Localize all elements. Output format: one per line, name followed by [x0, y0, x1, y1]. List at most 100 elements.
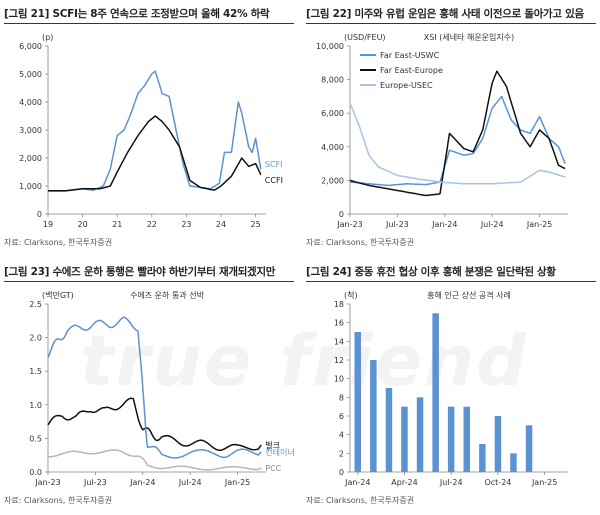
bar-jan-24 [354, 332, 361, 472]
x-tick-label: 20 [78, 220, 88, 229]
x-tick-label: 23 [181, 220, 191, 229]
bar-jul-24 [447, 406, 455, 472]
y-tick-label: 2.5 [29, 300, 42, 309]
y-tick-label: 10,000 [316, 42, 344, 51]
y-tick-label: 6,000 [321, 109, 344, 118]
title-rule [306, 23, 596, 24]
bar-aug-24 [463, 406, 470, 472]
x-tick-label: Jan-24 [129, 478, 155, 487]
series-line-1 [349, 70, 566, 197]
y-tick-label: 1.5 [29, 367, 42, 376]
y-tick-label: 2 [339, 449, 344, 458]
series-line-2 [349, 102, 566, 185]
y-tick-label: 0 [339, 210, 344, 219]
chart-panel-4: [그림 24] 중동 휴전 협상 이후 홍해 분쟁은 일단락된 상황 (척) 홍해… [306, 258, 596, 515]
chart-panel-1: [그림 21] SCFI는 8주 연속으로 조정받으며 올해 42% 하락 (p… [4, 0, 294, 257]
y-tick-label: 16 [334, 319, 344, 328]
y-tick-label: 4,000 [19, 98, 42, 107]
x-tick-label: Jan-24 [344, 478, 370, 487]
bar-apr-24 [401, 406, 408, 472]
x-tick-label: 19 [43, 220, 53, 229]
x-tick-label: Jan-23 [336, 220, 362, 229]
legend-label: Far East-USWC [380, 51, 440, 60]
series-line-2 [48, 449, 262, 471]
chart-panel-2: [그림 22] 미주와 유럽 운임은 홍해 사태 이전으로 돌아가고 있음 (U… [306, 0, 596, 257]
chart-title: [그림 23] 수에즈 운하 통행은 빨라야 하반기부터 재개되겠지만 [4, 266, 276, 278]
y-tick-label: 6,000 [19, 42, 42, 51]
y-tick-label: 2,000 [19, 154, 42, 163]
series-line-0 [47, 397, 262, 451]
series-end-label: 벌크 [265, 440, 280, 450]
chart-subtitle: XSI (세네타 해운운임지수) [424, 32, 515, 42]
series-end-label: SCFI [265, 160, 283, 169]
x-tick-label: Jul-23 [385, 220, 409, 229]
y-tick-label: 0 [339, 468, 344, 477]
x-tick-label: Jan-25 [531, 478, 557, 487]
x-tick-label: Jul-23 [83, 478, 107, 487]
series-line-1 [47, 316, 262, 459]
x-tick-label: Jan-24 [431, 220, 457, 229]
bar-dec-24 [525, 425, 533, 472]
x-tick-label: Jan-25 [526, 220, 552, 229]
chart-svg-suez: (백만GT) 수에즈 운하 통과 선박 0.0 0.5 1.0 1.5 2.0 2.5 Jan-… [29, 290, 294, 487]
x-tick-label: Jul-24 [480, 220, 504, 229]
y-tick-label: 14 [334, 337, 344, 346]
series-line-0 [349, 95, 566, 187]
bar-may-24 [416, 397, 424, 472]
x-tick-label: 21 [112, 220, 122, 229]
y-tick-label: 1,000 [19, 182, 42, 191]
chart-title: [그림 24] 중동 휴전 협상 이후 홍해 분쟁은 일단락된 상황 [306, 266, 556, 278]
y-tick-label: 8 [339, 393, 344, 402]
series-end-label: PCC [265, 464, 281, 473]
legend-label: Far East-Europe [380, 66, 443, 75]
bar-nov-24 [510, 453, 517, 472]
chart-subtitle: 홍해 인근 상선 공격 사례 [427, 290, 511, 300]
y-tick-label: 2.0 [29, 334, 42, 343]
chart-source: 자료: Clarksons, 한국투자증권 [306, 496, 415, 505]
y-tick-label: 0.0 [29, 468, 42, 477]
chart-svg-scfi: (p) 0 1,000 2,000 3,000 4,000 5,000 6,000 19 20 21… [19, 33, 283, 229]
chart-title: [그림 21] SCFI는 8주 연속으로 조정받으며 올해 42% 하락 [4, 8, 270, 20]
bar-feb-24 [370, 360, 377, 472]
x-tick-label: 22 [147, 220, 157, 229]
bar-jun-24 [432, 313, 439, 472]
unit-label: (백만GT) [42, 290, 74, 300]
chart-source: 자료: Clarksons, 한국투자증권 [4, 238, 113, 247]
y-tick-label: 2,000 [321, 176, 344, 185]
y-tick-label: 4 [339, 431, 344, 440]
chart-svg-xsi: (USD/FEU) XSI (세네타 해운운임지수) 0 2,000 4,000 6,00… [316, 32, 568, 229]
x-tick-label: Jul-24 [178, 478, 202, 487]
x-tick-label: 25 [251, 220, 261, 229]
bar-sep-24 [479, 444, 486, 472]
title-rule [306, 281, 596, 282]
x-tick-label: Apr-24 [391, 478, 417, 487]
y-tick-label: 1.0 [29, 401, 42, 410]
y-tick-label: 6 [339, 412, 344, 421]
y-tick-label: 4,000 [321, 143, 344, 152]
series-line-1 [48, 115, 262, 192]
unit-label: (p) [42, 33, 53, 42]
chart-source: 자료: Clarksons, 한국투자증권 [4, 496, 113, 505]
bar-mar-24 [385, 388, 393, 472]
y-tick-label: 0 [37, 210, 42, 219]
x-tick-label: 24 [216, 220, 226, 229]
title-rule [4, 281, 294, 282]
y-tick-label: 10 [334, 375, 344, 384]
y-tick-label: 12 [334, 356, 344, 365]
y-tick-label: 3,000 [19, 126, 42, 135]
x-tick-label: Oct-24 [484, 478, 511, 487]
title-rule [4, 23, 294, 24]
legend-label: Europe-USEC [380, 81, 433, 90]
x-tick-label: Jan-23 [34, 478, 60, 487]
chart-source: 자료: Clarksons, 한국투자증권 [306, 238, 415, 247]
x-tick-label: Jul-24 [439, 478, 463, 487]
y-tick-label: 0.5 [29, 434, 42, 443]
series-line-0 [48, 70, 262, 192]
chart-title: [그림 22] 미주와 유럽 운임은 홍해 사태 이전으로 돌아가고 있음 [306, 8, 584, 20]
chart-panel-3: [그림 23] 수에즈 운하 통행은 빨라야 하반기부터 재개되겠지만 (백만G… [4, 258, 295, 515]
x-tick-label: Jan-25 [224, 478, 250, 487]
y-tick-label: 18 [334, 300, 344, 309]
unit-label: (USD/FEU) [344, 33, 386, 42]
chart-subtitle: 수에즈 운하 통과 선박 [130, 290, 205, 300]
y-tick-label: 8,000 [321, 76, 344, 85]
